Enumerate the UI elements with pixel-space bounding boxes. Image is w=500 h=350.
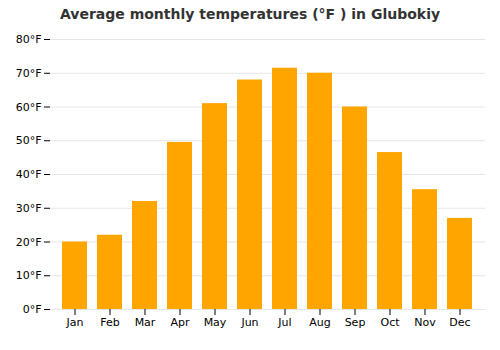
svg-text:20°F: 20°F — [16, 236, 42, 249]
svg-text:60°F: 60°F — [16, 101, 42, 114]
svg-text:Dec: Dec — [449, 316, 470, 329]
svg-text:Oct: Oct — [380, 316, 400, 329]
svg-text:Jul: Jul — [277, 316, 291, 329]
svg-text:Feb: Feb — [100, 316, 119, 329]
svg-text:40°F: 40°F — [16, 168, 42, 181]
svg-text:Sep: Sep — [345, 316, 366, 329]
svg-text:Jun: Jun — [240, 316, 258, 329]
svg-text:50°F: 50°F — [16, 134, 42, 147]
svg-text:Mar: Mar — [135, 316, 156, 329]
svg-text:Jan: Jan — [66, 316, 84, 329]
svg-text:Nov: Nov — [414, 316, 436, 329]
svg-text:80°F: 80°F — [16, 33, 42, 46]
svg-text:Apr: Apr — [170, 316, 190, 329]
svg-text:10°F: 10°F — [16, 269, 42, 282]
svg-text:May: May — [204, 316, 227, 329]
html-text:Average monthly temperatures (: Average monthly temperatures (°F ) in Gl… — [59, 6, 441, 22]
svg-text:0°F: 0°F — [23, 303, 42, 316]
svg-text:30°F: 30°F — [16, 202, 42, 215]
svg-text:70°F: 70°F — [16, 67, 42, 80]
svg-text:Aug: Aug — [309, 316, 330, 329]
